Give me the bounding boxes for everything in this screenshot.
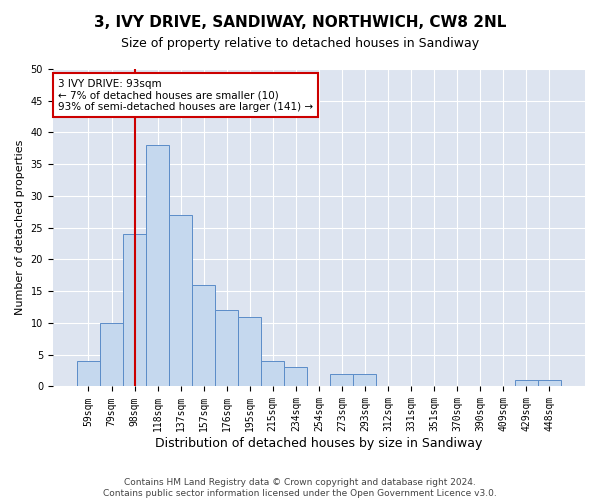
Y-axis label: Number of detached properties: Number of detached properties xyxy=(15,140,25,316)
Bar xyxy=(331,374,353,386)
Text: Contains HM Land Registry data © Crown copyright and database right 2024.
Contai: Contains HM Land Registry data © Crown c… xyxy=(103,478,497,498)
Bar xyxy=(353,374,376,386)
Bar xyxy=(169,215,192,386)
Bar xyxy=(238,316,261,386)
Bar xyxy=(284,368,307,386)
Text: 3, IVY DRIVE, SANDIWAY, NORTHWICH, CW8 2NL: 3, IVY DRIVE, SANDIWAY, NORTHWICH, CW8 2… xyxy=(94,15,506,30)
Bar xyxy=(538,380,561,386)
Bar xyxy=(100,323,123,386)
Bar xyxy=(123,234,146,386)
X-axis label: Distribution of detached houses by size in Sandiway: Distribution of detached houses by size … xyxy=(155,437,482,450)
Bar xyxy=(261,361,284,386)
Bar xyxy=(215,310,238,386)
Bar xyxy=(77,361,100,386)
Bar xyxy=(146,145,169,386)
Bar xyxy=(515,380,538,386)
Text: 3 IVY DRIVE: 93sqm
← 7% of detached houses are smaller (10)
93% of semi-detached: 3 IVY DRIVE: 93sqm ← 7% of detached hous… xyxy=(58,78,313,112)
Bar xyxy=(192,285,215,386)
Text: Size of property relative to detached houses in Sandiway: Size of property relative to detached ho… xyxy=(121,38,479,51)
